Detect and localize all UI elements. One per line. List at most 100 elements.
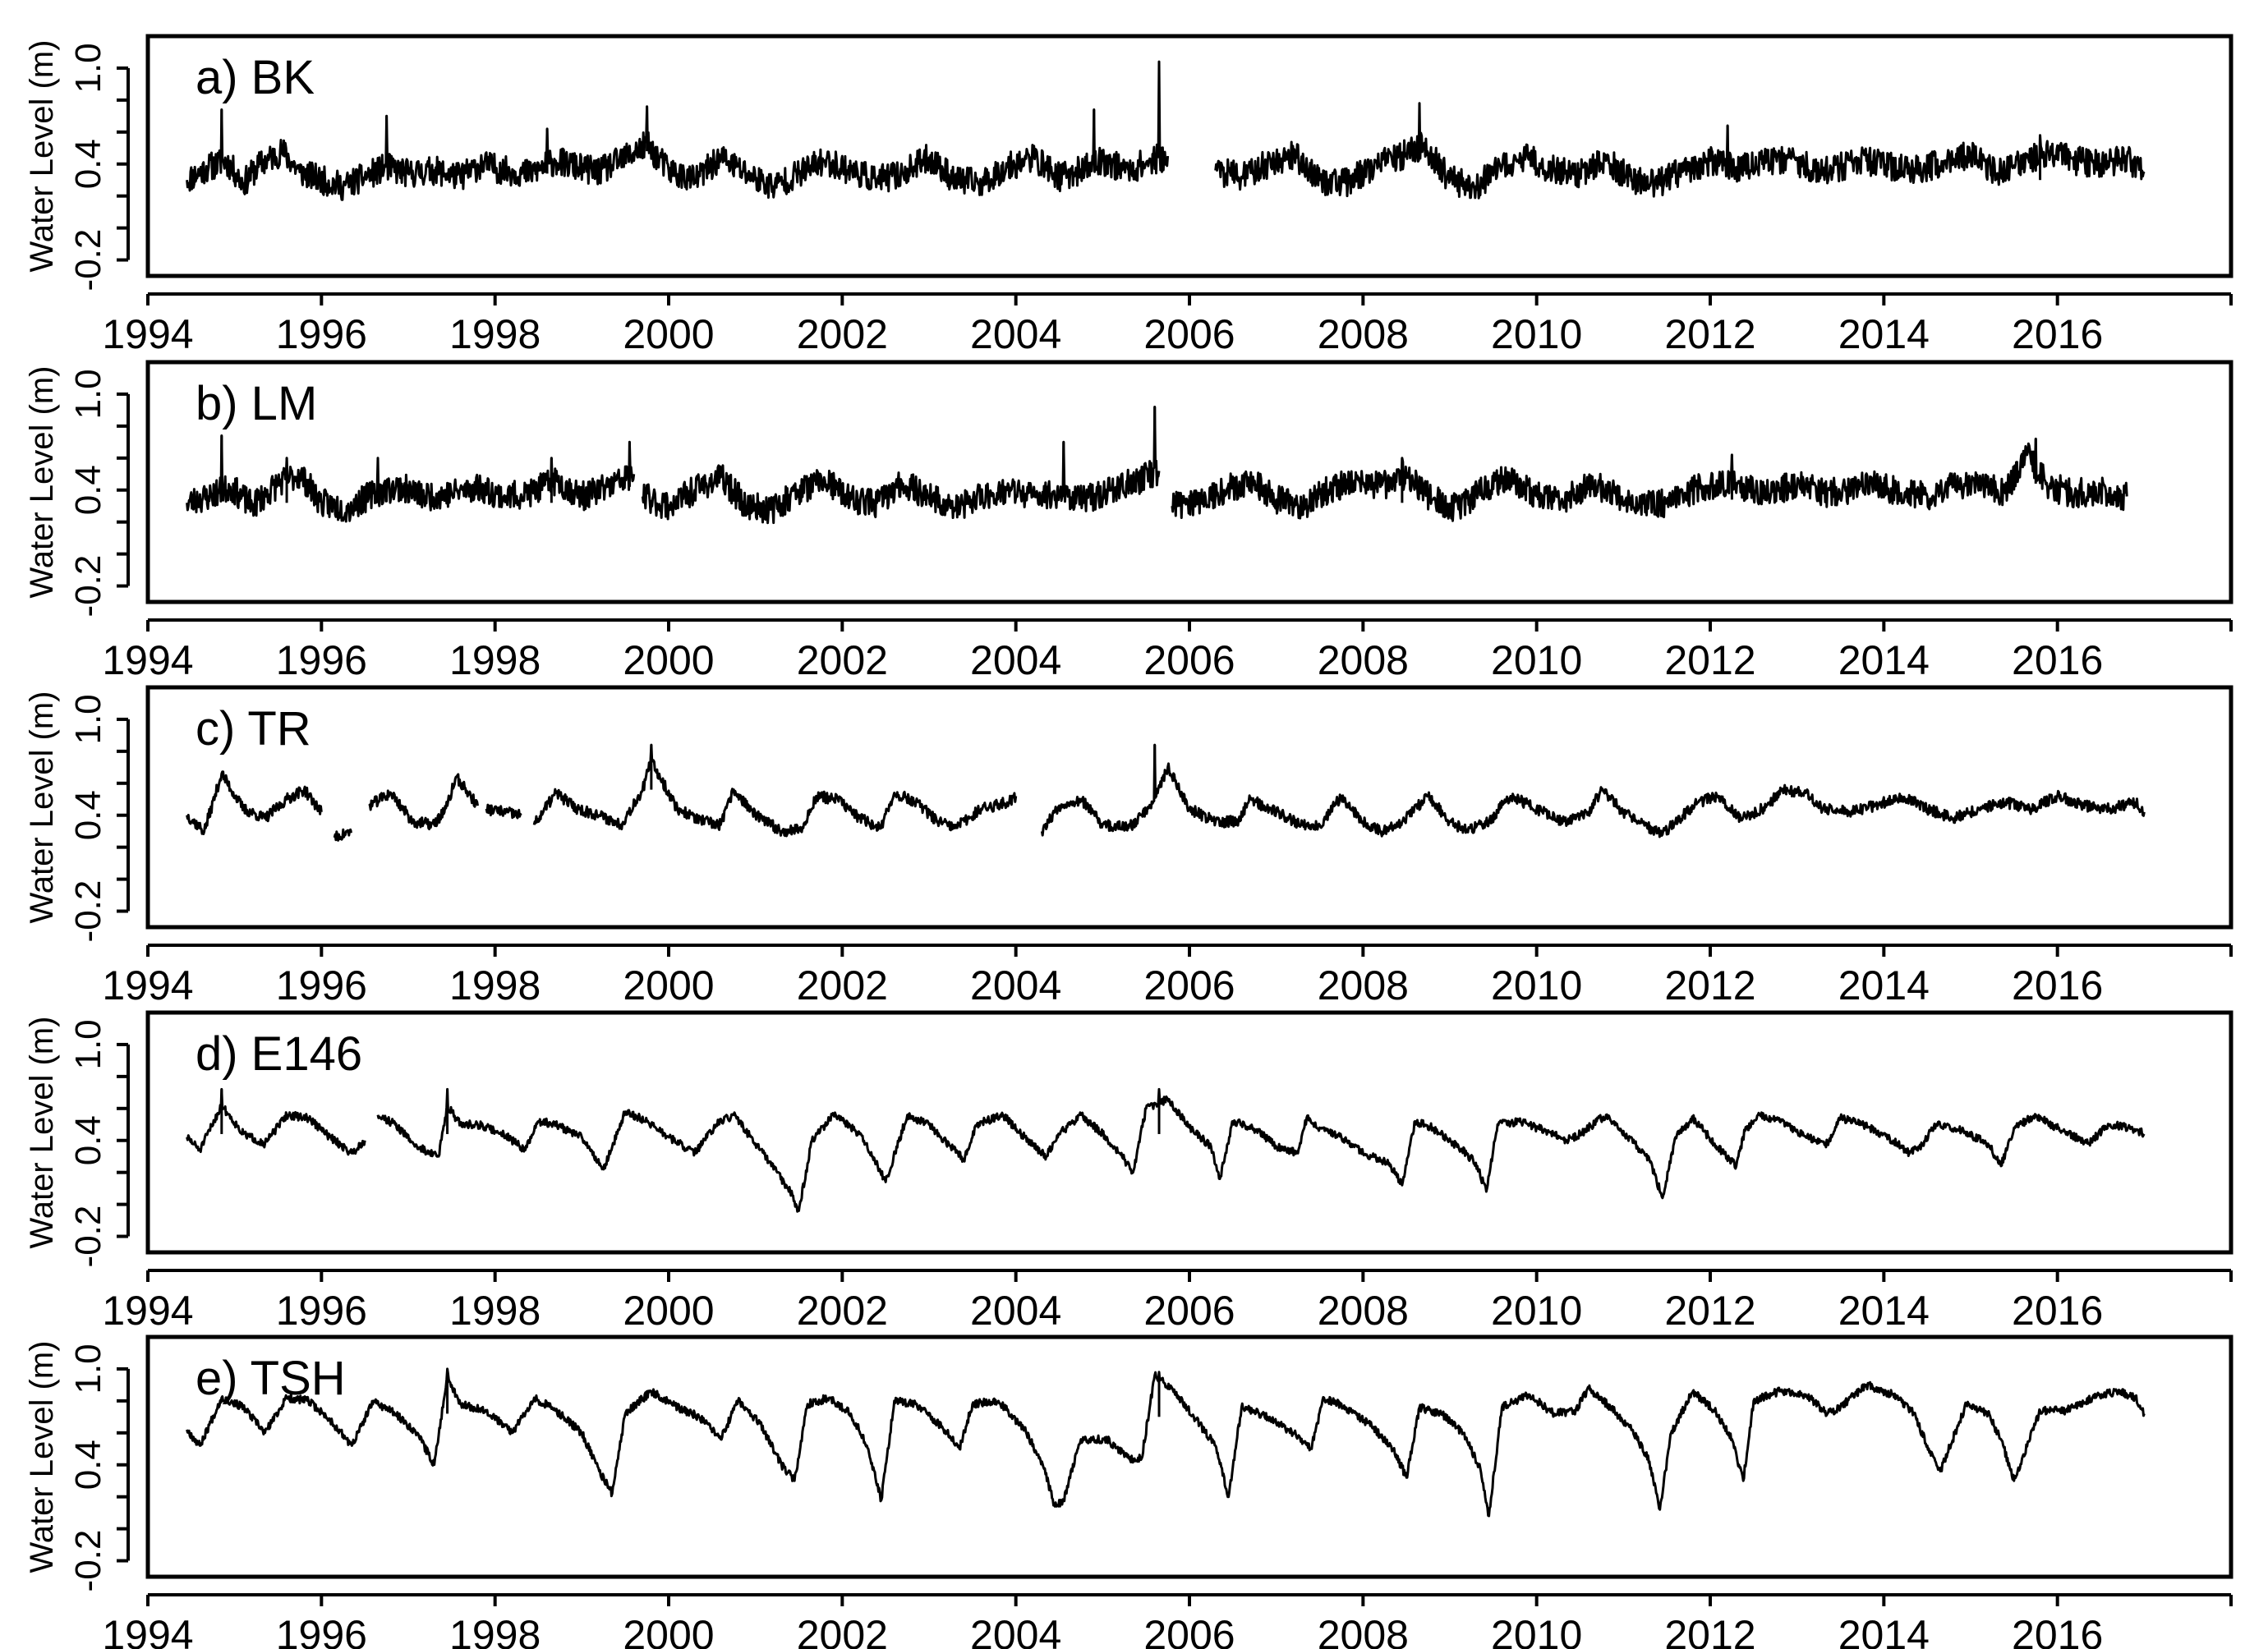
series-line	[186, 1367, 2146, 1518]
x-tick-label: 2010	[1491, 311, 1582, 357]
x-tick-label: 1994	[102, 962, 193, 1008]
x-tick-label: 1994	[102, 1612, 193, 1649]
x-tick-label: 2016	[2012, 311, 2103, 357]
x-tick-label: 2004	[970, 1612, 1061, 1649]
x-tick-label: 1998	[449, 637, 541, 683]
x-tick-label: 2016	[2012, 1612, 2103, 1649]
x-tick-label: 2008	[1318, 962, 1409, 1008]
x-tick-label: 2012	[1664, 637, 1755, 683]
y-axis: -0.2 0.4 1.0	[68, 369, 130, 618]
x-tick-label: 2012	[1664, 962, 1755, 1008]
series-line	[333, 828, 353, 842]
x-axis: 1994 1996 1998 2000 2002 2004 2006 2008 2010 2012…	[102, 944, 2233, 1008]
x-tick-label: 1998	[449, 962, 541, 1008]
panel-label: a) BK	[196, 51, 315, 104]
series-line	[1214, 102, 2146, 200]
x-tick-label: 2000	[623, 1612, 714, 1649]
y-axis: -0.2 0.4 1.0	[68, 1344, 130, 1592]
x-tick-label: 2000	[623, 637, 714, 683]
x-tick-label: 1996	[276, 637, 367, 683]
series-line	[186, 60, 1170, 201]
y-tick-label: -0.2	[68, 555, 108, 618]
series-line	[186, 770, 323, 835]
series-line	[1040, 743, 2146, 838]
x-tick-label: 2016	[2012, 1288, 2103, 1334]
x-tick-label: 1998	[449, 1612, 541, 1649]
x-tick-label: 2004	[970, 1288, 1061, 1334]
series-line	[641, 406, 1161, 525]
series-1	[186, 1367, 2146, 1518]
x-tick-label: 1994	[102, 637, 193, 683]
x-axis: 1994 1996 1998 2000 2002 2004 2006 2008 2010 2012…	[102, 292, 2233, 357]
x-tick-label: 2002	[797, 962, 888, 1008]
x-tick-label: 2014	[1838, 637, 1930, 683]
x-tick-label: 2008	[1318, 637, 1409, 683]
series-1	[186, 1087, 2146, 1213]
y-tick-label: 0.4	[68, 1115, 108, 1165]
x-tick-label: 2004	[970, 311, 1061, 357]
x-axis: 1994 1996 1998 2000 2002 2004 2006 2008 2010 2012…	[102, 618, 2233, 683]
plot-frame	[145, 1010, 2233, 1255]
x-tick-label: 2000	[623, 311, 714, 357]
panel-label: d) E146	[196, 1027, 362, 1081]
y-tick-label: 0.4	[68, 1440, 108, 1490]
x-tick-label: 2006	[1143, 962, 1235, 1008]
x-tick-label: 2002	[797, 311, 888, 357]
x-tick-label: 2002	[797, 637, 888, 683]
plot-frame	[145, 1334, 2233, 1579]
x-tick-label: 2012	[1664, 1612, 1755, 1649]
series-1	[186, 60, 2146, 201]
y-tick-label: 1.0	[68, 694, 108, 744]
plot-frame	[145, 34, 2233, 278]
series-line	[368, 773, 479, 831]
y-tick-label: 0.4	[68, 139, 108, 189]
y-tick-label: 1.0	[68, 369, 108, 419]
x-axis: 1994 1996 1998 2000 2002 2004 2006 2008 2010 2012…	[102, 1593, 2233, 1649]
series-line	[376, 1087, 2146, 1213]
x-tick-label: 2010	[1491, 637, 1582, 683]
x-tick-label: 1994	[102, 311, 193, 357]
x-tick-label: 2016	[2012, 637, 2103, 683]
y-tick-label: -0.2	[68, 229, 108, 292]
plot-frame	[145, 360, 2233, 604]
x-tick-label: 2008	[1318, 311, 1409, 357]
panel-label: c) TR	[196, 702, 311, 756]
x-tick-label: 2006	[1143, 1612, 1235, 1649]
x-tick-label: 2014	[1838, 1288, 1930, 1334]
x-tick-label: 2008	[1318, 1612, 1409, 1649]
y-axis-label: Water Level (m)	[24, 691, 60, 923]
series-line	[186, 434, 636, 523]
x-tick-label: 2010	[1491, 1612, 1582, 1649]
x-tick-label: 2006	[1143, 1288, 1235, 1334]
series-line	[186, 1087, 366, 1156]
y-tick-label: 1.0	[68, 1344, 108, 1394]
y-axis: -0.2 0.4 1.0	[68, 694, 130, 942]
series-line	[485, 803, 522, 820]
panel-label: b) LM	[196, 377, 317, 430]
y-tick-label: 0.4	[68, 465, 108, 515]
y-tick-label: 1.0	[68, 1019, 108, 1069]
x-tick-label: 2014	[1838, 1612, 1930, 1649]
x-tick-label: 2006	[1143, 311, 1235, 357]
series-line	[1171, 437, 2128, 522]
x-tick-label: 2016	[2012, 962, 2103, 1008]
x-axis: 1994 1996 1998 2000 2002 2004 2006 2008 2010 2012…	[102, 1269, 2233, 1334]
x-tick-label: 2002	[797, 1612, 888, 1649]
y-tick-label: -0.2	[68, 1206, 108, 1268]
x-tick-label: 1994	[102, 1288, 193, 1334]
x-tick-label: 2012	[1664, 1288, 1755, 1334]
x-tick-label: 1996	[276, 962, 367, 1008]
y-axis: -0.2 0.4 1.0	[68, 1019, 130, 1268]
y-tick-label: 1.0	[68, 43, 108, 93]
x-tick-label: 1996	[276, 311, 367, 357]
x-tick-label: 2010	[1491, 962, 1582, 1008]
series-1	[186, 406, 2128, 525]
y-tick-label: 0.4	[68, 790, 108, 840]
panel-label: e) TSH	[196, 1352, 346, 1405]
